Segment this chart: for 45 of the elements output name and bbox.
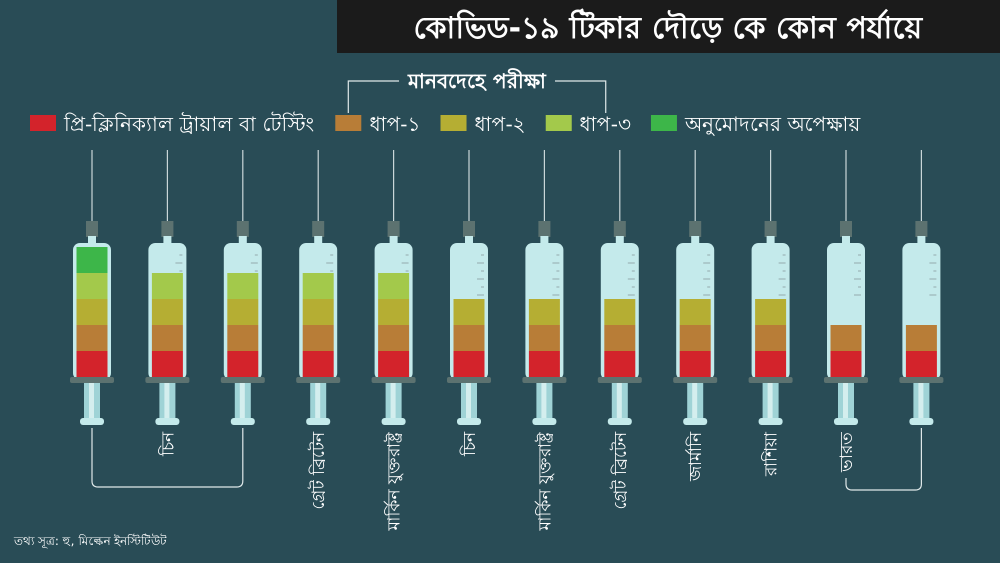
bar <box>76 325 108 351</box>
bar <box>378 273 410 299</box>
x-tick-label: মার্কিন যুক্তরাষ্ট্র <box>384 431 405 532</box>
legend-label: অনুমোদনের অপেক্ষায় <box>684 112 862 136</box>
bar <box>378 325 410 351</box>
bar <box>454 325 484 351</box>
bar <box>152 325 183 351</box>
bar <box>755 299 786 325</box>
bar <box>76 273 108 299</box>
x-tick-label: ভারত <box>837 432 857 473</box>
bar <box>227 299 258 325</box>
bar <box>680 325 711 351</box>
bar <box>152 299 183 325</box>
bar <box>76 299 108 325</box>
x-tick-label: মার্কিন যুক্তরাষ্ট্র <box>534 431 556 532</box>
x-tick-label: চিন <box>157 431 178 457</box>
bar <box>528 325 560 351</box>
bar <box>227 273 258 299</box>
bar <box>604 299 636 325</box>
x-tick-label: গ্রেট ব্রিটেন <box>610 431 631 510</box>
legend-label: ধাপ-৩ <box>580 112 631 136</box>
x-tick-label: গ্রেট ব্রিটেন <box>308 431 330 510</box>
legend-label: ধাপ-১ <box>369 112 421 136</box>
bar <box>906 325 937 351</box>
bar <box>302 325 334 351</box>
x-tick-label: রাশিয়া <box>760 431 782 477</box>
legend-label: ধাপ-২ <box>474 112 526 136</box>
bar <box>755 325 786 351</box>
bar <box>378 299 410 325</box>
x-tick-label: জার্মানি <box>685 431 706 482</box>
text: তথ্য সূত্র: হু, মিল্কেন ইনস্টিটিউট <box>13 534 168 549</box>
x-tick-label: চিন <box>459 431 480 457</box>
legend-title: মানবদেহে পরীক্ষা <box>407 68 547 93</box>
bar <box>454 299 484 325</box>
bar <box>302 273 334 299</box>
chart-title: কোভিড-১৯ টিকার দৌড়ে কে কোন পর্যায়ে <box>414 8 924 46</box>
bar <box>76 247 108 273</box>
bar <box>528 299 560 325</box>
bar <box>227 325 258 351</box>
bar <box>680 299 711 325</box>
legend-label: প্রি-ক্লিনিক্যাল ট্রায়াল বা টেস্টিং <box>63 112 314 136</box>
bar <box>830 325 862 351</box>
bar <box>604 325 636 351</box>
bar <box>152 273 183 299</box>
bar <box>302 299 334 325</box>
